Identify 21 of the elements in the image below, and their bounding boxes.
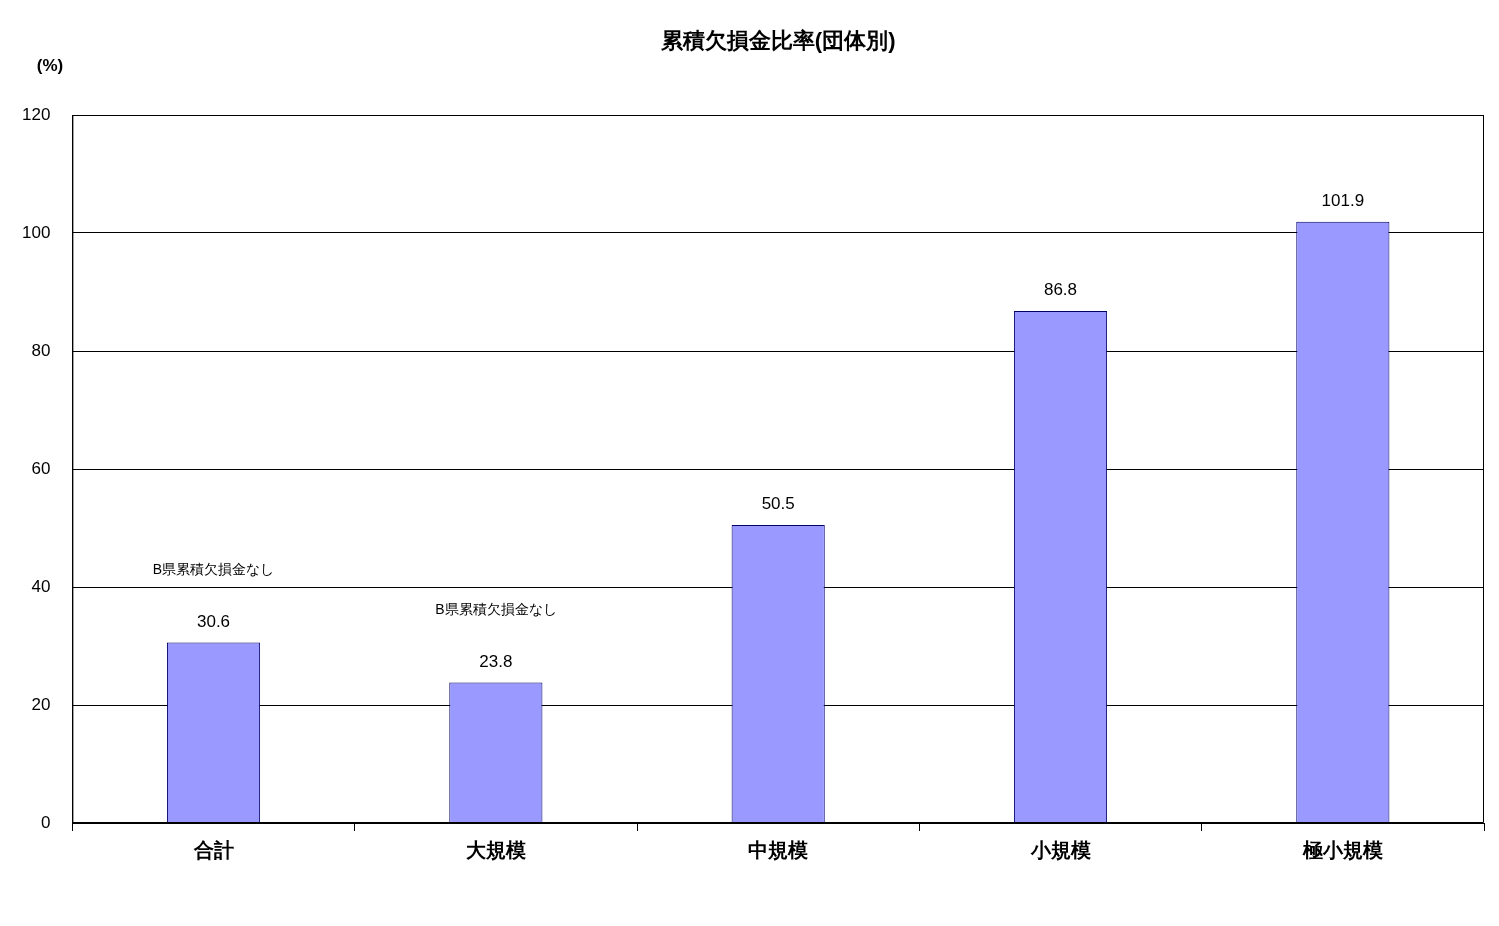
chart-title: 累積欠損金比率(団体別): [659, 28, 896, 54]
data-label: 23.8: [479, 651, 513, 671]
y-tick-label: 20: [31, 694, 51, 714]
x-tick-label: 大規模: [465, 838, 526, 861]
x-tick-label: 合計: [192, 838, 234, 861]
data-label: 30.6: [196, 611, 231, 631]
y-tick-label: 80: [31, 340, 51, 360]
y-tick-label: 100: [21, 222, 51, 242]
x-tick-label: 小規模: [1029, 838, 1091, 861]
data-label: 101.9: [1321, 190, 1365, 210]
data-label: 86.8: [1043, 280, 1078, 300]
data-label: 50.5: [761, 494, 795, 514]
x-tick-label: 極小規模: [1301, 838, 1383, 861]
y-tick-label: 40: [31, 576, 51, 596]
x-tick-label: 中規模: [748, 838, 809, 861]
y-tick-label: 120: [21, 104, 51, 124]
y-axis-title: (%): [36, 55, 64, 75]
y-tick-label: 60: [31, 458, 51, 478]
annotation: B県累積欠損金なし: [152, 561, 275, 578]
annotation: B県累積欠損金なし: [435, 601, 557, 618]
y-tick-label: 0: [40, 812, 51, 832]
